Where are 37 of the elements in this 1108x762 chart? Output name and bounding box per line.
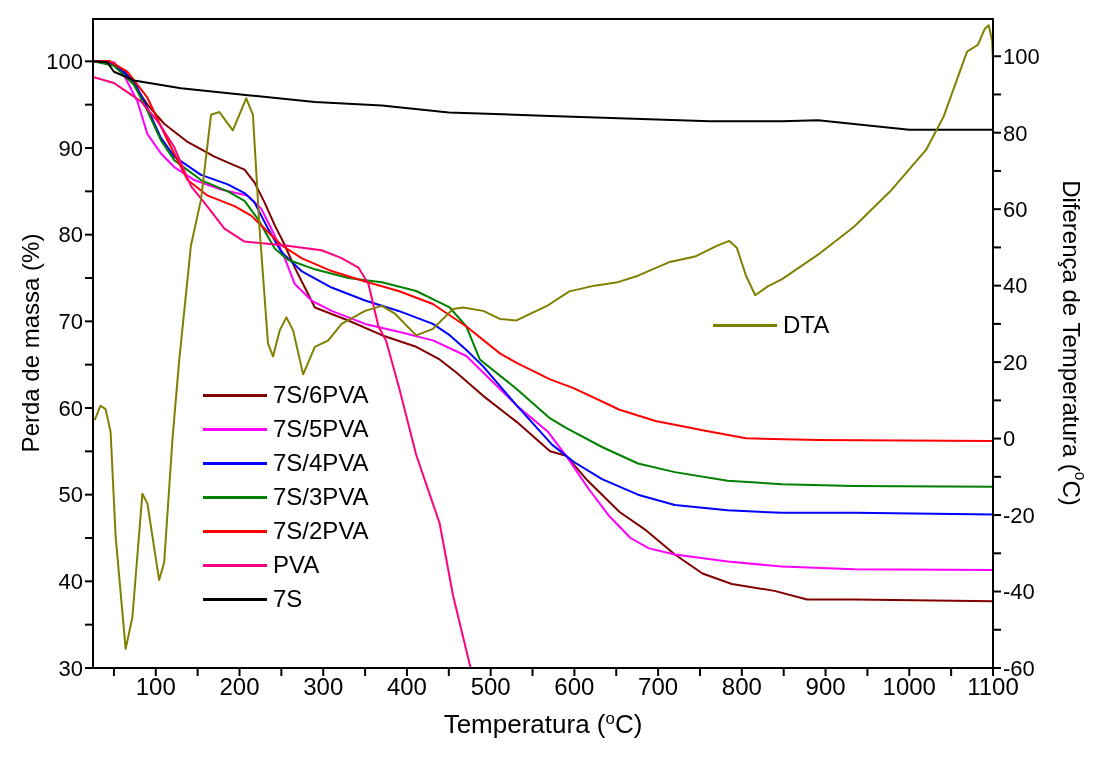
x-tick-label: 800 [721,673,762,701]
x-tick-label: 500 [470,673,511,701]
y2-tick-label: 80 [1003,120,1028,146]
legend-label: 7S/6PVA [273,381,369,409]
y-tick-label: 80 [58,222,83,248]
line-series [93,75,472,668]
y-axis-title: Perda de massa (%) [16,233,44,453]
y2-tick-label: -40 [1003,579,1035,605]
legend-label: 7S/5PVA [273,415,369,443]
x-tick-label: 300 [303,673,344,701]
y2-tick-label: 100 [1003,44,1040,70]
legend-label: 7S/4PVA [273,449,369,477]
y2-tick-label: 20 [1003,349,1028,375]
y2-tick-label: 0 [1003,426,1016,452]
legend-label: PVA [273,551,320,579]
x-axis-title: Temperatura ($^{o}$C) [443,708,643,739]
legend-label: DTA [783,311,830,339]
x-tick-label: 400 [386,673,427,701]
legend-label: 7S/3PVA [273,483,369,511]
x-tick-label: 1000 [882,673,936,701]
y-tick-label: 60 [58,395,83,421]
legend-label: 7S [273,585,303,613]
x-tick-label: 900 [805,673,846,701]
x-tick-label: 600 [554,673,595,701]
y2-tick-label: 40 [1003,273,1028,299]
y-tick-label: 40 [58,569,83,595]
y-tick-label: 70 [58,309,83,335]
y-tick-label: 100 [46,49,83,75]
x-tick-label: 700 [638,673,679,701]
y-tick-label: 50 [58,482,83,508]
x-tick-label: 100 [135,673,176,701]
legend-label: 7S/2PVA [273,517,369,545]
x-tick-label: 200 [219,673,260,701]
y2-tick-label: 60 [1003,196,1028,222]
y-tick-label: 90 [58,135,83,161]
y-tick-label: 30 [58,655,83,681]
y2-tick-label: -20 [1003,502,1035,528]
